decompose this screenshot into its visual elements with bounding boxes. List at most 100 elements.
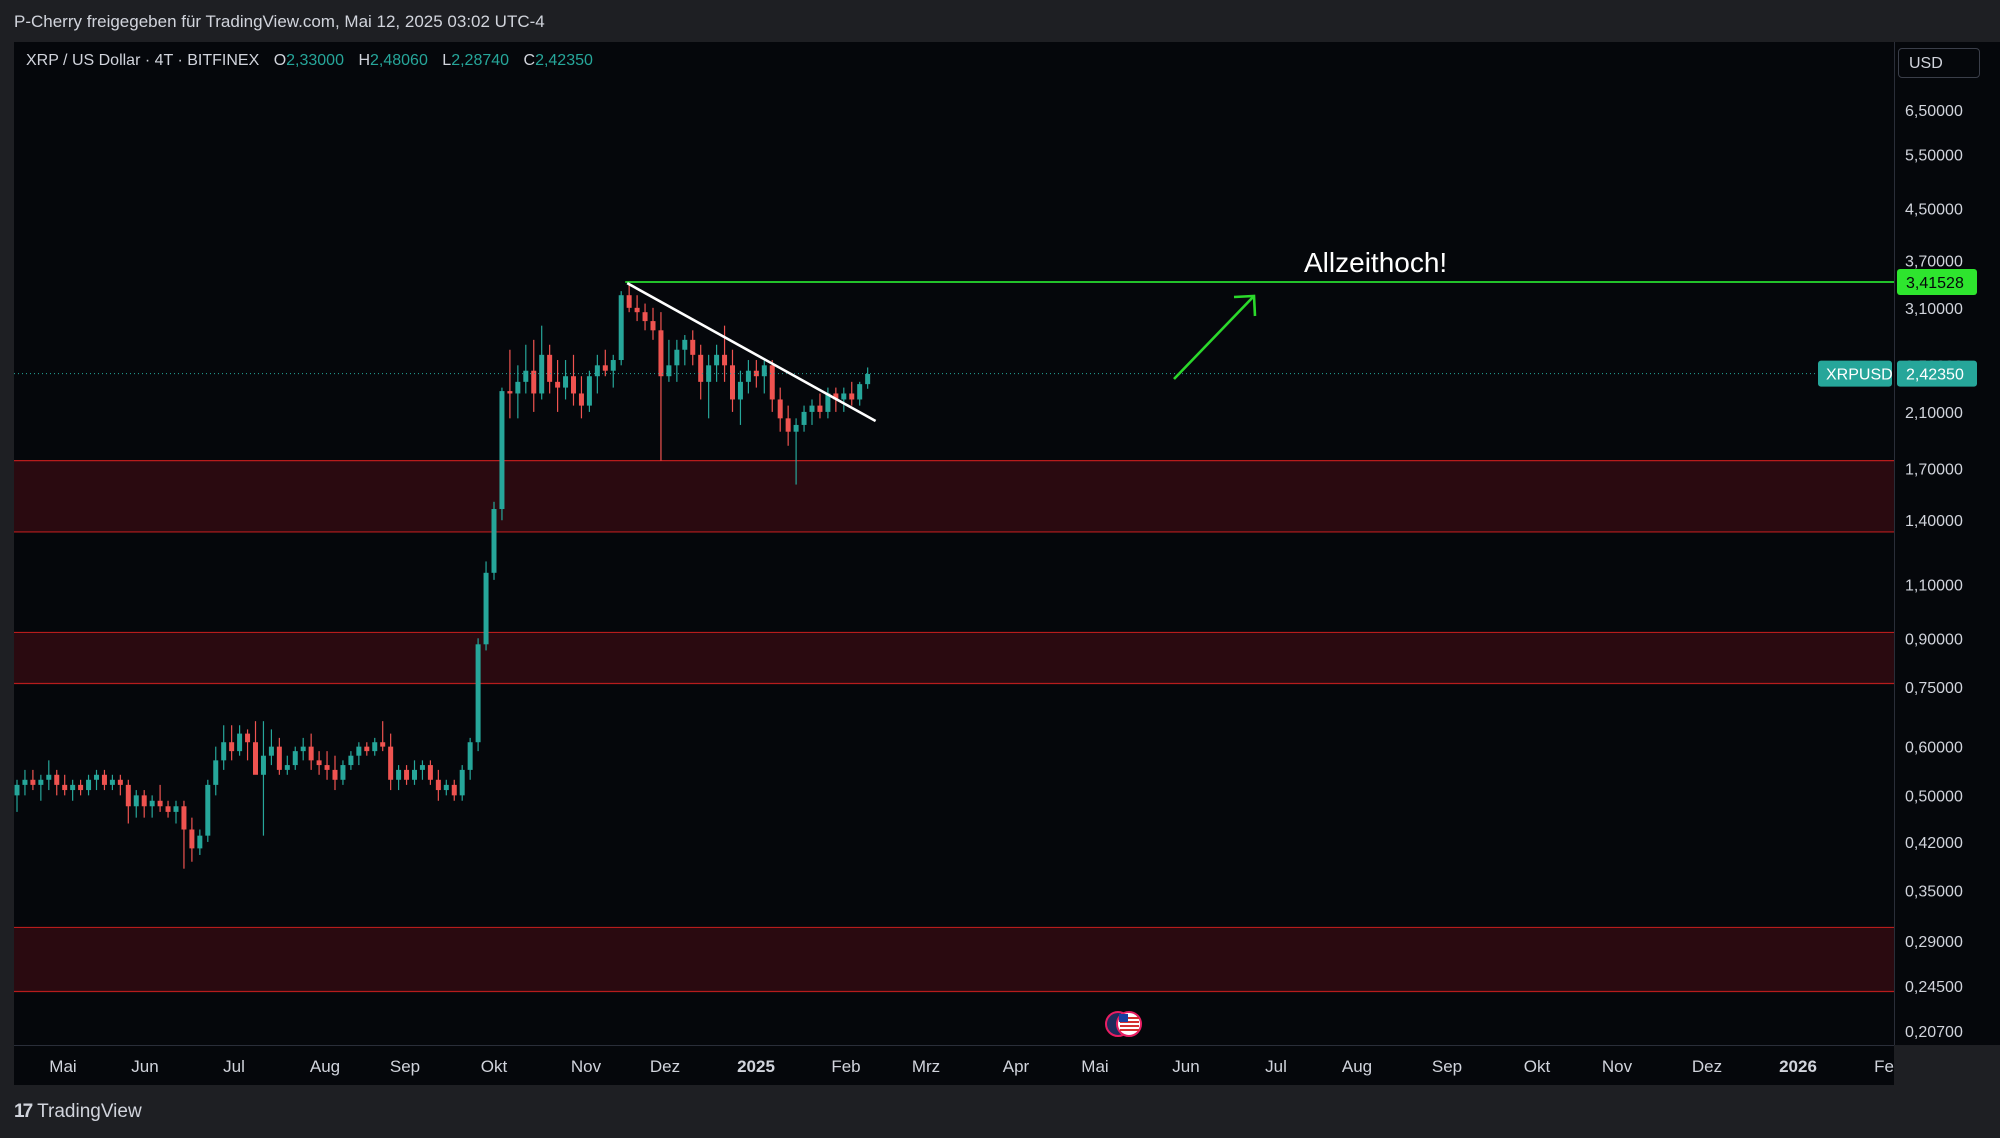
chart-area[interactable] <box>14 42 1894 1045</box>
time-tick-label: Nov <box>571 1057 602 1076</box>
candle <box>229 742 235 752</box>
candle <box>809 405 815 412</box>
candle <box>189 829 195 849</box>
candle <box>412 769 417 780</box>
candle <box>205 784 211 836</box>
candle <box>101 774 107 785</box>
time-tick-label: Mai <box>1081 1057 1108 1076</box>
support-zone-0 <box>14 460 1894 532</box>
candle <box>650 321 656 331</box>
open-label: O <box>273 52 287 69</box>
candle <box>38 779 44 785</box>
candle <box>483 572 489 645</box>
candle <box>308 746 314 761</box>
symbol-badge-label: XRPUSD <box>1826 367 1893 384</box>
candle <box>531 370 537 394</box>
candle <box>268 746 274 756</box>
candle <box>300 746 306 752</box>
time-tick-label: Jul <box>1265 1057 1287 1076</box>
candle <box>221 742 227 761</box>
price-tick-label: 5,50000 <box>1905 148 1963 165</box>
candle <box>539 354 545 394</box>
time-tick-label: 2026 <box>1779 1057 1817 1076</box>
candle <box>586 376 592 406</box>
flag-canton <box>1119 1014 1128 1022</box>
candle <box>785 418 791 432</box>
candle <box>849 393 855 400</box>
time-tick-label: Okt <box>1524 1057 1551 1076</box>
candle <box>340 765 346 780</box>
high-value: 2,48060 <box>370 52 428 69</box>
support-zone-2 <box>14 927 1894 992</box>
candle <box>284 765 290 770</box>
time-axis[interactable] <box>14 1045 1894 1086</box>
candle <box>753 370 759 377</box>
candle <box>690 339 696 355</box>
upward-arrow <box>1173 295 1255 380</box>
candle <box>316 760 322 766</box>
candle <box>388 746 394 780</box>
candle <box>157 800 163 807</box>
candle <box>133 795 139 807</box>
candle <box>213 760 219 785</box>
time-tick-label: 2025 <box>737 1057 775 1076</box>
top-bar: P-Cherry freigegeben für TradingView.com… <box>0 0 2000 42</box>
time-tick-label: Apr <box>1003 1057 1030 1076</box>
candle <box>404 769 410 780</box>
candle <box>602 365 608 371</box>
candle <box>149 800 155 807</box>
candle <box>682 339 688 350</box>
price-axis[interactable] <box>1894 42 2000 1045</box>
price-tick-label: 0,90000 <box>1905 631 1963 648</box>
candle <box>594 365 600 377</box>
bottom-bar <box>0 1085 2000 1138</box>
candle <box>348 755 354 766</box>
candle <box>547 354 553 382</box>
candle <box>761 365 767 377</box>
price-tick-label: 0,35000 <box>1905 884 1963 901</box>
price-tick-label: 3,70000 <box>1905 254 1963 271</box>
price-tick-label: 0,60000 <box>1905 740 1963 757</box>
tradingview-logo-icon: 17 <box>14 1101 33 1122</box>
candle <box>117 779 123 785</box>
price-tick-label: 1,70000 <box>1905 461 1963 478</box>
candle <box>125 784 131 807</box>
symbol-legend: XRP / US Dollar · 4T · BITFINEX O2,33000… <box>26 52 593 70</box>
candle <box>674 349 680 366</box>
time-tick-label: Aug <box>310 1057 340 1076</box>
time-tick-label: Dez <box>1692 1057 1722 1076</box>
candle <box>419 765 425 770</box>
candle <box>857 384 863 400</box>
candle <box>427 765 433 780</box>
candle <box>507 391 513 394</box>
price-tick-label: 6,50000 <box>1905 103 1963 120</box>
candle <box>833 393 839 400</box>
candle <box>380 742 386 747</box>
candle <box>642 312 648 322</box>
time-tick-label: Jun <box>1172 1057 1199 1076</box>
candle <box>491 509 497 573</box>
candle <box>260 755 266 775</box>
symbol-name[interactable]: XRP / US Dollar · 4T · BITFINEX <box>26 52 260 69</box>
candle <box>396 769 402 780</box>
tradingview-logo[interactable]: 17 TradingView <box>14 1101 142 1123</box>
candle <box>451 784 457 796</box>
price-tick-label: 2,10000 <box>1905 405 1963 422</box>
share-info-text: P-Cherry freigegeben für TradingView.com… <box>14 12 545 31</box>
candle <box>292 751 298 766</box>
candle <box>666 365 672 377</box>
candle <box>54 774 60 785</box>
candle <box>197 835 203 849</box>
time-tick-label: Fe <box>1874 1057 1894 1076</box>
candle <box>173 806 179 812</box>
currency-button[interactable]: USD <box>1898 48 1980 78</box>
tradingview-brand: TradingView <box>37 1101 142 1122</box>
close-value: 2,42350 <box>535 52 593 69</box>
candle <box>499 391 505 510</box>
candle <box>618 295 624 361</box>
candle <box>467 742 473 770</box>
candle <box>817 405 823 412</box>
last-price-label: 2,42350 <box>1906 367 1964 384</box>
price-tick-label: 4,50000 <box>1905 201 1963 218</box>
candle <box>825 393 831 412</box>
